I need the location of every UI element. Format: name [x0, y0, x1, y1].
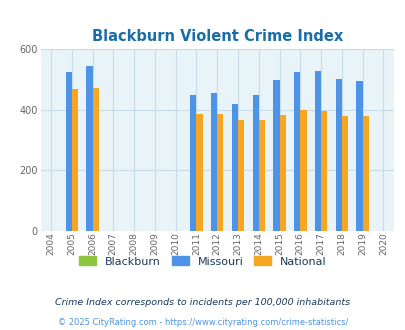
Bar: [341, 116, 347, 231]
Bar: [335, 79, 341, 231]
Bar: [231, 104, 237, 231]
Title: Blackburn Violent Crime Index: Blackburn Violent Crime Index: [92, 29, 342, 44]
Bar: [293, 72, 300, 231]
Text: Crime Index corresponds to incidents per 100,000 inhabitants: Crime Index corresponds to incidents per…: [55, 298, 350, 307]
Text: © 2025 CityRating.com - https://www.cityrating.com/crime-statistics/: © 2025 CityRating.com - https://www.city…: [58, 318, 347, 327]
Bar: [65, 72, 72, 231]
Bar: [72, 89, 78, 231]
Bar: [362, 116, 368, 231]
Bar: [196, 114, 202, 231]
Legend: Blackburn, Missouri, National: Blackburn, Missouri, National: [79, 256, 326, 267]
Bar: [300, 110, 306, 231]
Bar: [237, 120, 244, 231]
Bar: [273, 80, 279, 231]
Bar: [320, 111, 326, 231]
Bar: [258, 120, 264, 231]
Bar: [314, 71, 320, 231]
Bar: [279, 115, 285, 231]
Bar: [92, 87, 98, 231]
Bar: [252, 95, 258, 231]
Bar: [190, 95, 196, 231]
Bar: [86, 66, 92, 231]
Bar: [356, 81, 362, 231]
Bar: [211, 93, 217, 231]
Bar: [217, 114, 223, 231]
